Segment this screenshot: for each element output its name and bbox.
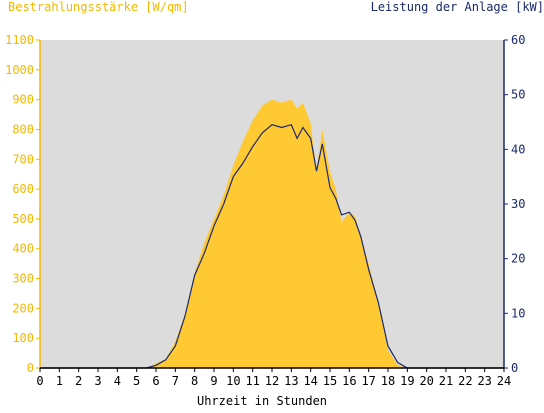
x-tick-label: 19 <box>400 374 414 388</box>
right-tick-label: 20 <box>511 252 525 266</box>
x-tick-label: 20 <box>419 374 433 388</box>
x-tick-label: 5 <box>133 374 140 388</box>
x-tick-label: 15 <box>323 374 337 388</box>
left-tick-label: 100 <box>12 331 34 345</box>
x-tick-label: 7 <box>172 374 179 388</box>
left-tick-label: 1100 <box>5 33 34 47</box>
right-tick-label: 10 <box>511 306 525 320</box>
irradiance-area-layer <box>40 99 504 368</box>
x-tick-label: 4 <box>114 374 121 388</box>
right-axis-title: Leistung der Anlage [kW] <box>371 0 544 14</box>
x-tick-label: 23 <box>477 374 491 388</box>
x-tick-label: 1 <box>56 374 63 388</box>
left-tick-label: 900 <box>12 93 34 107</box>
left-axis-title: Bestrahlungsstärke [W/qm] <box>8 0 189 14</box>
x-tick-label: 10 <box>226 374 240 388</box>
x-tick-label: 13 <box>284 374 298 388</box>
right-tick-label: 60 <box>511 33 525 47</box>
left-tick-label: 800 <box>12 122 34 136</box>
left-tick-label: 300 <box>12 272 34 286</box>
left-tick-label: 0 <box>27 361 34 375</box>
left-tick-label: 400 <box>12 242 34 256</box>
left-tick-label: 500 <box>12 212 34 226</box>
left-tick-label: 700 <box>12 152 34 166</box>
x-tick-label: 18 <box>381 374 395 388</box>
x-axis-ticks: 0 1 2 3 4 5 6 7 8 9 10 11 12 13 14 15 16 17 18 19 20 21 22 23 24 <box>36 368 511 388</box>
x-tick-label: 8 <box>191 374 198 388</box>
x-tick-label: 22 <box>458 374 472 388</box>
left-tick-label: 200 <box>12 301 34 315</box>
x-tick-label: 0 <box>36 374 43 388</box>
x-tick-label: 14 <box>303 374 317 388</box>
x-axis-title: Uhrzeit in Stunden <box>197 394 327 408</box>
x-tick-label: 17 <box>361 374 375 388</box>
x-tick-label: 16 <box>342 374 356 388</box>
x-tick-label: 11 <box>245 374 259 388</box>
x-tick-label: 6 <box>152 374 159 388</box>
power-line-layer <box>40 123 504 369</box>
right-tick-label: 30 <box>511 197 525 211</box>
right-tick-label: 50 <box>511 88 525 102</box>
left-tick-label: 1000 <box>5 63 34 77</box>
power-line <box>40 123 504 369</box>
x-tick-label: 21 <box>439 374 453 388</box>
right-tick-label: 0 <box>511 361 518 375</box>
x-tick-label: 2 <box>75 374 82 388</box>
irradiance-area <box>40 99 504 368</box>
right-axis-ticks: 0 10 20 30 40 50 60 <box>504 33 525 375</box>
right-tick-label: 40 <box>511 142 525 156</box>
left-tick-label: 600 <box>12 182 34 196</box>
left-axis-ticks: 0 100 200 300 400 500 600 700 800 900 1000 1100 <box>5 33 40 375</box>
x-tick-label: 9 <box>210 374 217 388</box>
x-tick-label: 3 <box>94 374 101 388</box>
x-tick-label: 24 <box>497 374 511 388</box>
x-tick-label: 12 <box>265 374 279 388</box>
